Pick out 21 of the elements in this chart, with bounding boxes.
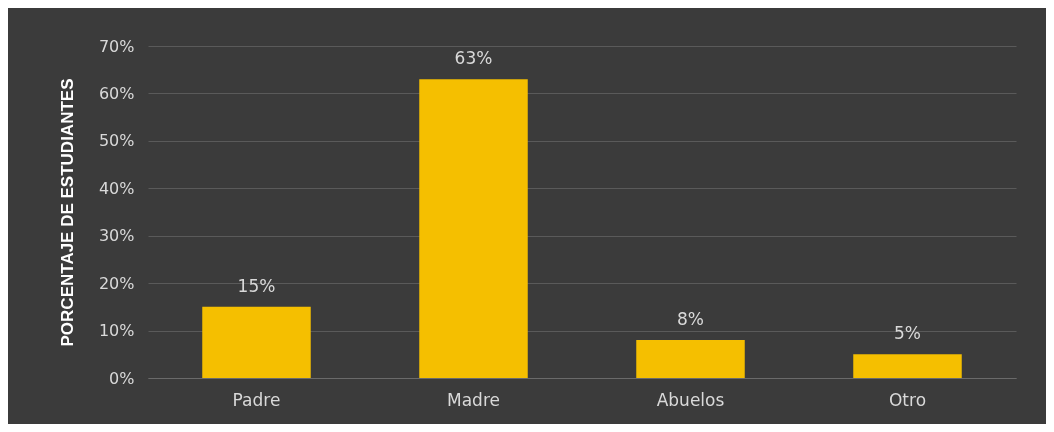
y-axis-title: PORCENTAJE DE ESTUDIANTES bbox=[57, 78, 77, 347]
x-tick-label: Padre bbox=[232, 389, 281, 410]
x-tick-label: Otro bbox=[888, 389, 927, 410]
data-label: 63% bbox=[454, 48, 493, 69]
bar bbox=[202, 306, 311, 378]
y-tick-label: 0% bbox=[109, 368, 135, 388]
y-tick-label: 10% bbox=[98, 321, 135, 341]
y-tick-label: 60% bbox=[98, 83, 135, 103]
y-tick-label: 50% bbox=[98, 131, 135, 151]
y-tick-label: 40% bbox=[98, 178, 135, 198]
bar bbox=[419, 79, 528, 378]
bar bbox=[636, 340, 745, 378]
bar bbox=[853, 354, 962, 378]
x-tick-label: Abuelos bbox=[656, 389, 725, 410]
y-tick-label: 20% bbox=[98, 273, 135, 293]
data-label: 8% bbox=[677, 309, 704, 330]
y-tick-label: 70% bbox=[98, 36, 135, 56]
data-label: 5% bbox=[894, 323, 921, 344]
data-label: 15% bbox=[237, 275, 276, 296]
x-tick-label: Madre bbox=[447, 389, 500, 410]
y-tick-label: 30% bbox=[98, 226, 135, 246]
